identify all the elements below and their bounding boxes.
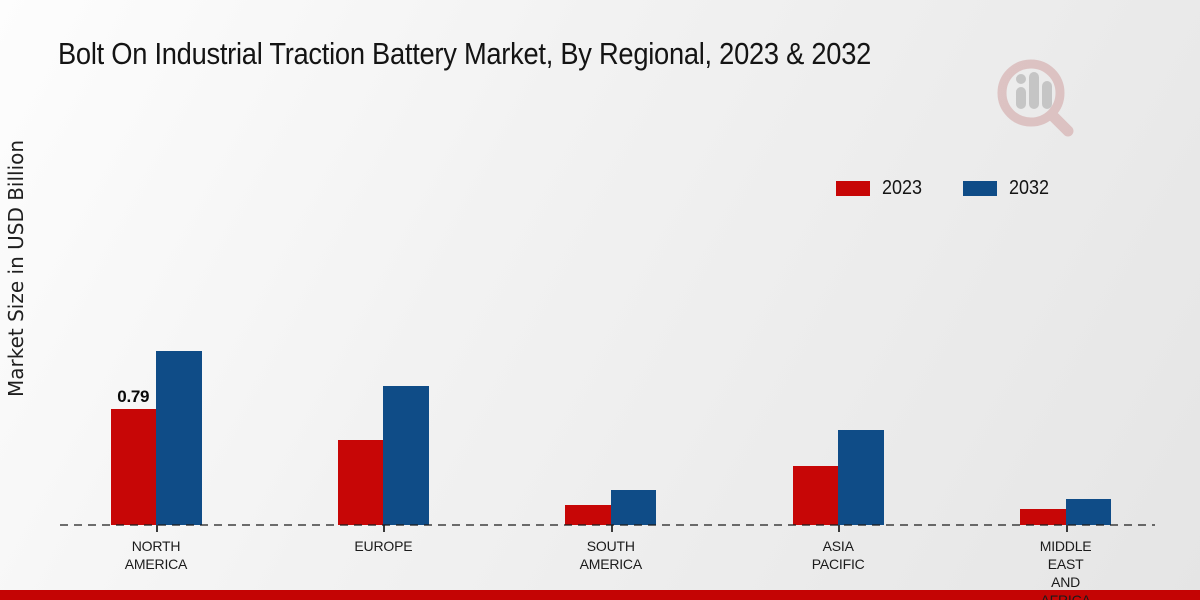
bar-2032-south-america xyxy=(610,489,657,525)
x-axis-label: ASIA PACIFIC xyxy=(811,538,865,572)
x-axis-tick xyxy=(383,525,386,532)
x-axis-tick xyxy=(1065,525,1068,532)
bar-2032-north-america xyxy=(156,350,202,525)
legend-swatch-2032 xyxy=(962,181,997,196)
legend-swatch-2023 xyxy=(836,181,870,196)
y-axis-label: Market Size in USD Billion xyxy=(4,139,28,397)
x-axis-tick xyxy=(156,525,158,532)
x-axis-label: SOUTH AMERICA xyxy=(579,538,643,572)
legend: 2023 2032 xyxy=(836,177,1053,200)
bar-value-label: 0.79 xyxy=(117,387,150,407)
x-axis-baseline xyxy=(60,524,1155,526)
x-axis-label: NORTH AMERICA xyxy=(124,538,188,572)
x-axis-tick xyxy=(838,525,841,532)
x-axis-label: EUROPE xyxy=(354,538,413,554)
legend-item-2032: 2032 xyxy=(962,177,1054,200)
bar-2032-asia-pacific xyxy=(838,429,884,525)
x-axis-label: MIDDLE EAST AND AFRICA xyxy=(1039,538,1092,600)
bar-2023-middle-east-and-africa xyxy=(1020,508,1066,525)
bar-2023-south-america xyxy=(565,504,611,525)
bar-2023-europe xyxy=(337,440,384,525)
bar-2023-asia-pacific xyxy=(792,466,839,525)
chart-title: Bolt On Industrial Traction Battery Mark… xyxy=(58,36,872,71)
legend-label-2023: 2023 xyxy=(882,177,923,199)
legend-label-2032: 2032 xyxy=(1008,177,1049,199)
bar-2032-europe xyxy=(383,386,429,525)
x-axis-tick xyxy=(610,525,613,532)
bar-2032-middle-east-and-africa xyxy=(1065,498,1112,525)
legend-item-2023: 2023 xyxy=(836,177,927,200)
bar-2023-north-america xyxy=(110,409,156,525)
footer-accent-bar xyxy=(0,590,1200,600)
magnifier-bar-chart-logo-icon xyxy=(993,55,1081,144)
